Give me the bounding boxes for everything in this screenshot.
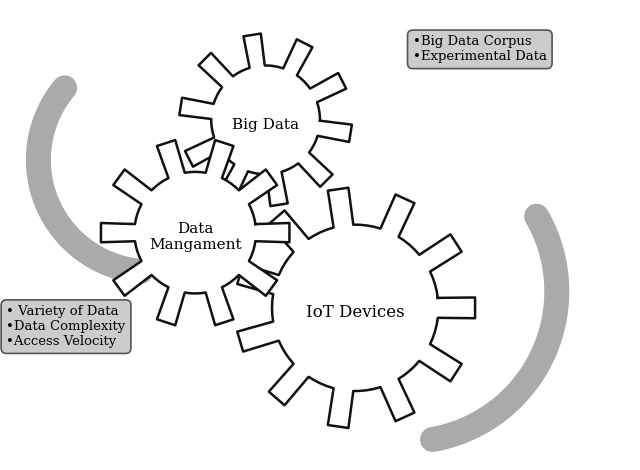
Text: • Variety of Data
•Data Complexity
•Access Velocity: • Variety of Data •Data Complexity •Acce… (6, 305, 125, 348)
Text: •Big Data Corpus
•Experimental Data: •Big Data Corpus •Experimental Data (413, 35, 547, 63)
Polygon shape (237, 188, 475, 428)
Polygon shape (101, 140, 289, 325)
Text: Data
Mangament: Data Mangament (149, 222, 241, 252)
Text: Big Data: Big Data (232, 118, 299, 132)
Polygon shape (179, 33, 352, 206)
Text: IoT Devices: IoT Devices (306, 304, 404, 321)
